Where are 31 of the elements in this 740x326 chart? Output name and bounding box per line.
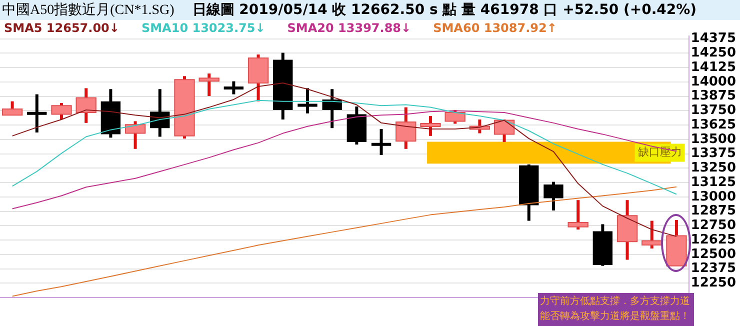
y-tick-label: 13500 — [690, 132, 736, 147]
y-tick-label: 13625 — [690, 117, 736, 132]
y-tick-label: 13875 — [690, 88, 736, 104]
y-tick-label: 14375 — [690, 31, 736, 46]
y-tick-label: 13250 — [690, 160, 736, 176]
candlestick — [298, 88, 318, 114]
y-tick-label: 12625 — [690, 232, 736, 248]
annotation: 力守前方低點支撐．多方支撐力道能否轉為攻擊力道將是觀盤重點！ — [540, 294, 692, 324]
y-tick-label: 12750 — [690, 218, 736, 234]
candlestick — [224, 81, 244, 94]
y-tick-label: 13750 — [690, 103, 736, 118]
candlestick — [371, 129, 392, 156]
y-tick-label: 14250 — [690, 46, 736, 61]
candlestick — [544, 182, 564, 210]
y-tick-label: 12500 — [690, 246, 736, 262]
y-tick-label: 13000 — [690, 189, 736, 204]
text: SMA20 13397.88↓ — [287, 21, 412, 35]
y-tick-label: 12375 — [690, 261, 736, 276]
chart-title: 中國A50指數近月(CN*1.SG) — [2, 3, 174, 18]
candlestick — [322, 89, 342, 128]
y-tick-label: 13375 — [690, 146, 736, 162]
y-tick-label: 14000 — [690, 74, 736, 90]
y-tick-label: 14125 — [690, 60, 736, 75]
y-tick-label: 12250 — [690, 276, 736, 291]
text: SMA10 13023.75↓ — [141, 21, 266, 35]
text: SMA5 12657.00↓ — [4, 21, 120, 35]
chart-subtitle: 日線圖 2019/05/14 收 12662.50 s 點 量 461978 口 +52.50 (+0.42%) — [192, 2, 697, 18]
y-tick-label: 13125 — [690, 174, 736, 190]
text: SMA60 13087.92↑ — [433, 21, 557, 35]
candlestick — [27, 94, 47, 132]
y-tick-label: 12875 — [690, 204, 736, 219]
